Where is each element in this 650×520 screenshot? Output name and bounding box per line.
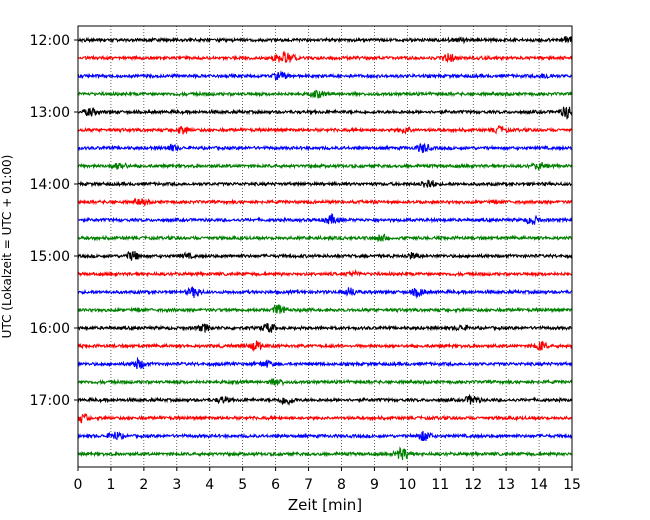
y-axis-ticks: 12:00 13:00 14:00 15:00 16:00 17:00 — [30, 33, 78, 409]
x-axis-label: Zeit [min] — [288, 496, 362, 514]
x-tick-label: 7 — [304, 477, 313, 493]
x-tick-label: 15 — [563, 477, 581, 493]
trace — [77, 106, 573, 120]
trace — [77, 51, 573, 64]
y-tick-label: 17:00 — [30, 393, 70, 409]
trace — [77, 445, 573, 461]
x-tick-label: 2 — [139, 477, 148, 493]
trace — [77, 142, 573, 153]
trace — [77, 269, 573, 278]
trace — [77, 89, 573, 99]
trace — [77, 356, 573, 370]
trace — [77, 161, 573, 171]
trace — [77, 124, 573, 135]
x-tick-label: 1 — [106, 477, 115, 493]
trace — [77, 70, 573, 81]
x-tick-label: 9 — [370, 477, 379, 493]
x-tick-label: 10 — [398, 477, 416, 493]
trace — [77, 378, 573, 387]
y-tick-label: 13:00 — [30, 105, 70, 121]
trace — [77, 340, 573, 353]
x-tick-label: 5 — [238, 477, 247, 493]
x-tick-label: 0 — [74, 477, 83, 493]
y-tick-label: 12:00 — [30, 33, 70, 49]
x-tick-label: 14 — [530, 477, 548, 493]
trace — [77, 197, 573, 206]
x-axis-ticks: 0 1 2 3 4 5 6 7 8 9 10 11 12 13 14 15 — [74, 467, 581, 493]
plot-frame — [77, 25, 573, 468]
y-axis-label: UTC (Lokalzeit = UTC + 01:00) — [0, 155, 14, 339]
trace — [77, 233, 573, 243]
trace — [77, 303, 573, 314]
y-tick-label: 15:00 — [30, 249, 70, 265]
y-tick-label: 14:00 — [30, 177, 70, 193]
trace — [77, 413, 573, 424]
x-tick-label: 3 — [172, 477, 181, 493]
x-tick-label: 4 — [205, 477, 214, 493]
x-tick-label: 13 — [497, 477, 515, 493]
x-tick-label: 11 — [431, 477, 449, 493]
trace — [77, 286, 573, 299]
traces — [77, 36, 573, 461]
trace — [77, 213, 573, 225]
trace — [77, 322, 573, 333]
trace — [77, 179, 573, 188]
x-tick-label: 6 — [271, 477, 280, 493]
trace — [77, 250, 573, 261]
x-tick-label: 12 — [464, 477, 482, 493]
trace — [77, 430, 573, 442]
trace — [77, 36, 573, 45]
trace — [77, 393, 573, 406]
y-tick-label: 16:00 — [30, 321, 70, 337]
x-tick-label: 8 — [337, 477, 346, 493]
